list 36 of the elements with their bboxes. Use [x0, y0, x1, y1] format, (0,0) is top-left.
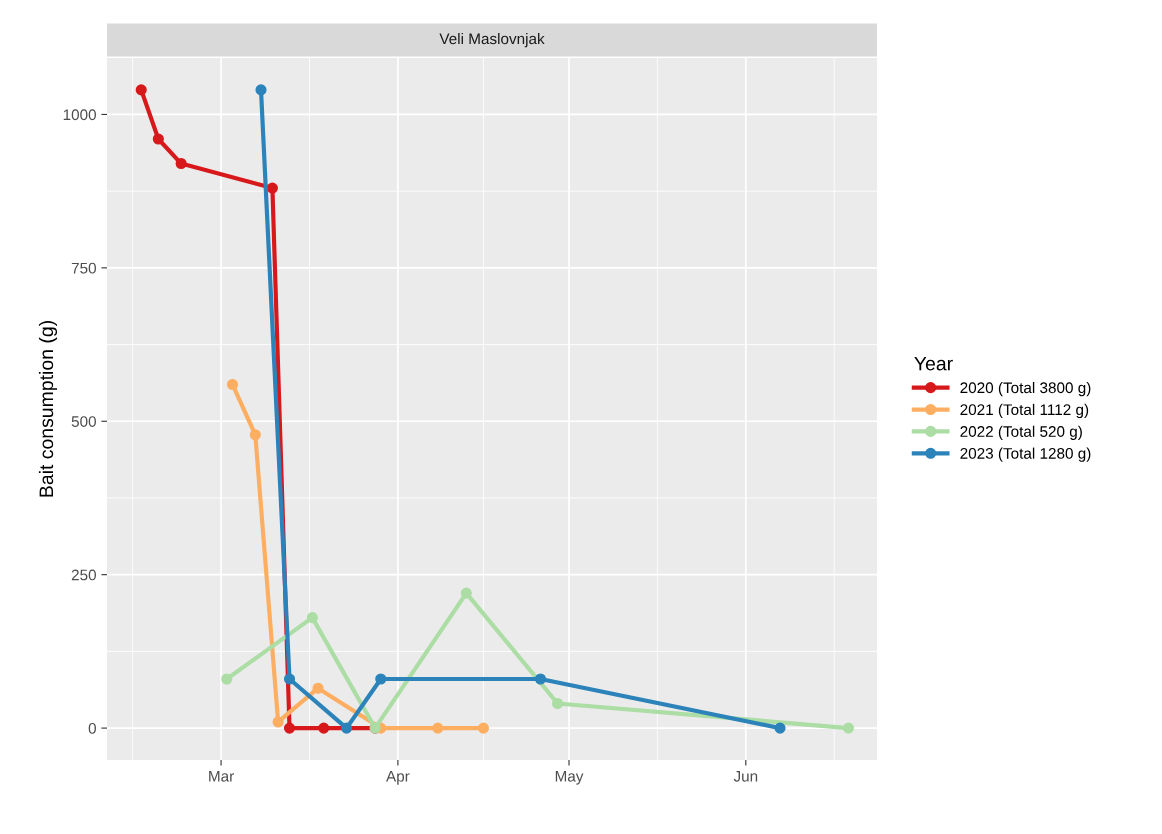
- point: [283, 673, 296, 685]
- point: [318, 722, 330, 734]
- y-tick-label: 500: [71, 416, 96, 427]
- y-tick-label: 750: [71, 262, 96, 274]
- point: [534, 673, 547, 685]
- y-tick-label: 250: [71, 569, 96, 581]
- point: [340, 722, 353, 734]
- point: [842, 722, 855, 734]
- x-tick-label: Apr: [386, 770, 410, 785]
- point: [249, 429, 261, 441]
- point: [255, 84, 267, 96]
- point: [266, 182, 278, 194]
- legend-title: Year: [914, 356, 953, 371]
- legend-label: 2021 (Total 1112 g): [960, 403, 1089, 419]
- point: [221, 673, 233, 685]
- point: [226, 378, 239, 391]
- point: [552, 697, 564, 710]
- y-tick-label: 0: [88, 722, 96, 734]
- point: [272, 716, 284, 728]
- point: [312, 682, 324, 694]
- y-tick-label: 1000: [63, 109, 96, 121]
- legend-label: 2020 (Total 3800 g): [960, 381, 1091, 397]
- legend-label: 2023 (Total 1280 g): [960, 447, 1091, 462]
- point: [774, 722, 786, 734]
- point: [477, 722, 490, 734]
- point: [283, 722, 296, 734]
- point: [375, 673, 387, 685]
- x-tick-label: May: [555, 770, 584, 785]
- point: [460, 587, 472, 599]
- y-axis-title: Bait consumption (g): [38, 321, 58, 497]
- chart-title: Veli Maslovnjak: [439, 32, 545, 48]
- x-tick-label: Mar: [209, 770, 234, 782]
- point: [432, 722, 444, 734]
- legend-label: 2022 (Total 520 g): [960, 425, 1082, 440]
- point: [306, 612, 318, 624]
- x-tick-label: Jun: [733, 770, 758, 782]
